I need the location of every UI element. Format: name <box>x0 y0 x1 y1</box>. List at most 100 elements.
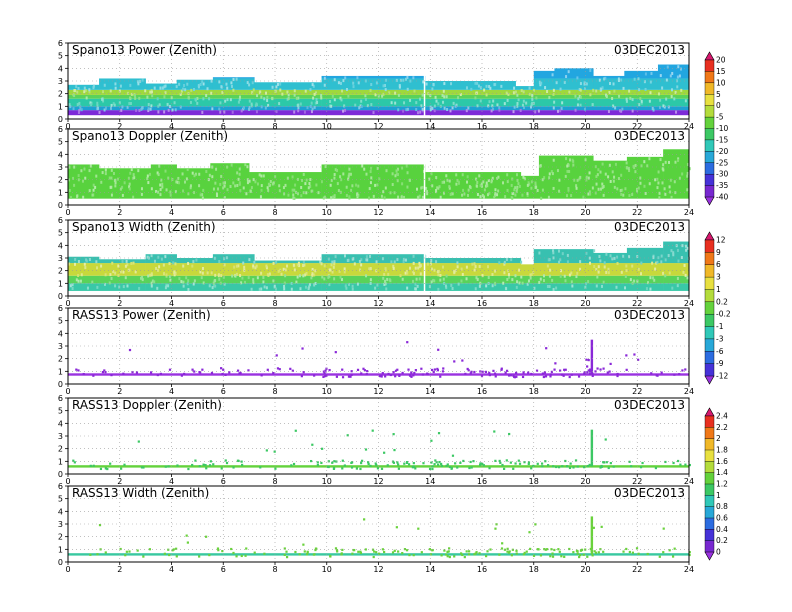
data-point <box>430 461 433 464</box>
speckle <box>425 82 428 86</box>
speckle <box>157 104 160 108</box>
data-point <box>374 462 377 465</box>
speckle <box>192 282 195 286</box>
speckle <box>157 255 160 259</box>
speckle <box>663 105 666 109</box>
speckle <box>76 194 79 198</box>
speckle <box>159 86 162 90</box>
speckle <box>540 81 543 85</box>
speckle <box>518 268 521 272</box>
speckle <box>633 279 636 283</box>
speckle <box>660 254 663 258</box>
speckle <box>444 284 447 288</box>
x-tick-label: 12 <box>373 387 383 396</box>
speckle <box>620 173 623 177</box>
speckle <box>165 284 168 288</box>
speckle <box>604 172 607 176</box>
speckle <box>291 175 294 179</box>
speckle <box>538 251 541 255</box>
speckle <box>415 101 418 105</box>
speckle <box>372 111 375 115</box>
speckle <box>304 285 307 289</box>
speckle <box>599 170 602 174</box>
data-point <box>142 555 145 558</box>
data-point <box>600 465 603 468</box>
speckle <box>146 255 149 259</box>
speckle <box>462 188 465 192</box>
data-point <box>479 462 482 465</box>
data-point <box>367 462 370 466</box>
data-point <box>136 549 139 552</box>
speckle <box>263 97 266 101</box>
speckle <box>431 106 434 110</box>
speckle <box>374 183 377 187</box>
data-point <box>240 554 243 558</box>
data-point <box>564 368 567 371</box>
speckle <box>403 195 406 199</box>
y-tick-label: 0 <box>58 292 63 301</box>
colorbar-swatch <box>704 185 715 198</box>
speckle <box>365 255 368 259</box>
speckle <box>351 284 354 288</box>
colorbar-label: -0.2 <box>716 310 731 319</box>
colorbar-label: 0.4 <box>716 525 728 534</box>
data-point <box>625 354 628 357</box>
speckle <box>412 76 415 80</box>
data-point <box>156 373 159 377</box>
speckle <box>570 194 573 198</box>
x-tick-label: 10 <box>322 208 332 217</box>
speckle <box>479 195 482 199</box>
data-point <box>553 548 556 552</box>
speckle <box>522 99 525 103</box>
speckle <box>286 97 289 101</box>
data-point <box>594 370 597 373</box>
data-point <box>612 465 615 468</box>
data-point <box>440 464 444 468</box>
data-point <box>440 554 443 557</box>
band-segment-0-0 <box>68 198 100 205</box>
band-segment-6-6 <box>321 78 426 90</box>
data-point <box>149 371 153 374</box>
speckle <box>153 280 156 284</box>
x-tick-label: 6 <box>221 208 226 217</box>
data-point <box>514 462 517 465</box>
speckle <box>574 94 577 98</box>
speckle <box>243 280 246 284</box>
speckle <box>526 193 529 197</box>
speckle <box>644 191 647 195</box>
speckle <box>516 104 519 108</box>
speckle <box>181 172 184 176</box>
x-tick-label: 4 <box>169 208 174 217</box>
speckle <box>651 106 654 110</box>
speckle <box>569 158 572 162</box>
speckle <box>303 110 306 114</box>
speckle <box>662 163 665 167</box>
data-point <box>482 464 485 467</box>
speckle <box>368 267 371 271</box>
speckle <box>688 167 691 171</box>
data-point <box>446 555 449 558</box>
speckle <box>242 261 245 265</box>
data-point <box>159 372 162 375</box>
speckle <box>368 196 371 200</box>
data-point <box>488 467 491 470</box>
speckle <box>607 271 610 275</box>
speckle <box>320 96 323 100</box>
speckle <box>439 278 442 282</box>
speckle <box>202 97 205 101</box>
data-point <box>560 555 563 558</box>
data-point <box>204 535 208 538</box>
speckle <box>485 284 488 288</box>
speckle <box>465 86 468 90</box>
speckle <box>411 279 414 283</box>
data-point <box>329 555 332 558</box>
speckle <box>415 277 418 281</box>
speckle <box>103 282 106 286</box>
speckle <box>430 172 433 176</box>
speckle <box>215 167 218 171</box>
data-point <box>384 375 387 378</box>
speckle <box>577 97 580 101</box>
data-point <box>350 373 353 377</box>
speckle <box>130 261 133 265</box>
x-tick-label: 0 <box>65 122 70 131</box>
